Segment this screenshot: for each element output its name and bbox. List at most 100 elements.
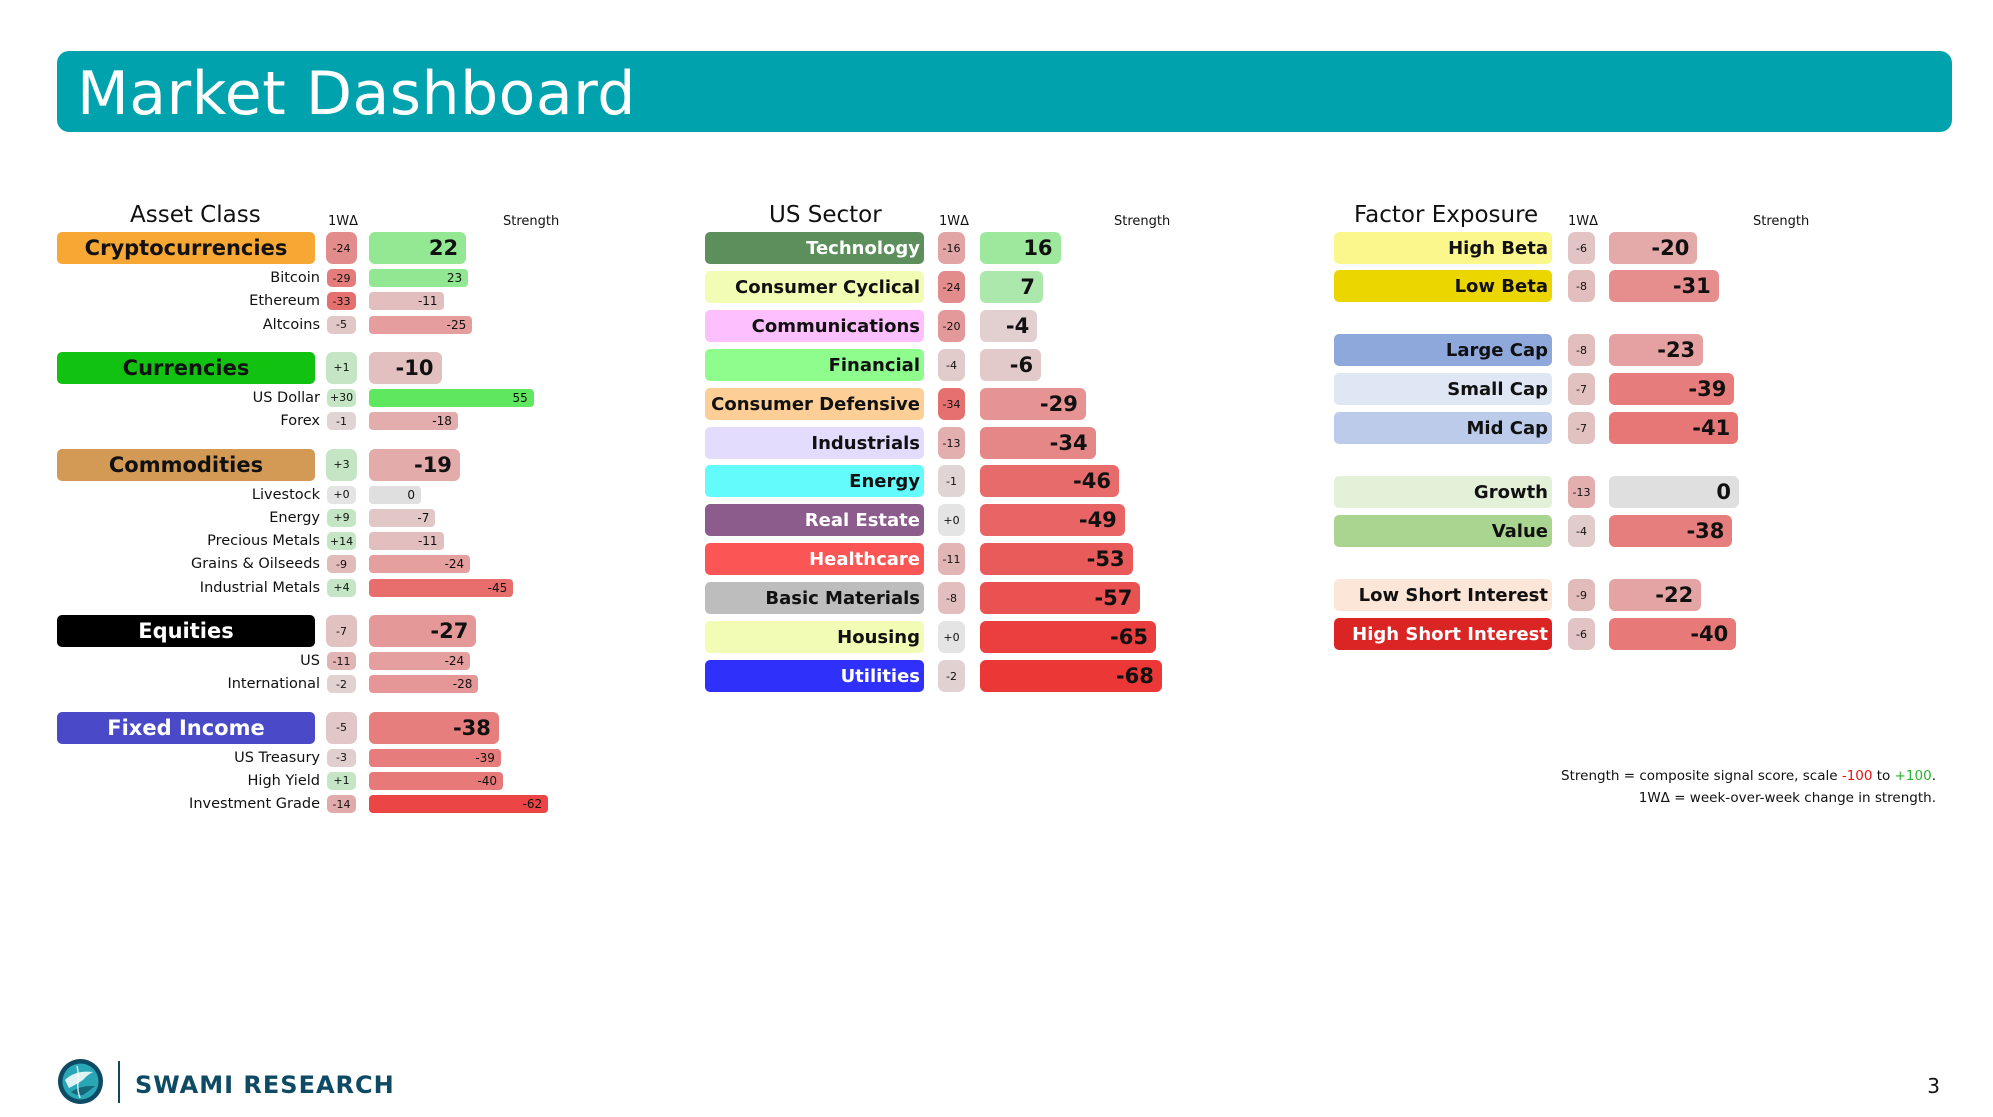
delta-badge: +30 [327, 388, 356, 407]
sector-housing: Housing [705, 621, 924, 653]
strength-bar: 23 [369, 269, 469, 287]
page-number: 3 [1927, 1074, 1940, 1098]
footer-divider [118, 1061, 120, 1103]
subcategory-label: Ethereum [249, 293, 320, 310]
sector-technology: Technology [705, 232, 924, 264]
delta-badge: -8 [938, 582, 965, 614]
sector-healthcare: Healthcare [705, 543, 924, 575]
strength-bar: -6 [980, 349, 1042, 381]
delta-badge: +4 [327, 578, 356, 597]
strength-bar: -53 [980, 543, 1133, 575]
delta-badge: -24 [938, 271, 965, 303]
strength-bar: -39 [1609, 373, 1735, 405]
strength-bar: 22 [369, 232, 467, 264]
delta-badge: -7 [1568, 373, 1595, 405]
factor-small-cap: Small Cap [1334, 373, 1552, 405]
strength-bar: -23 [1609, 334, 1704, 366]
category-commodities: Commodities [57, 448, 315, 481]
subcategory-label: Grains & Oilseeds [190, 556, 320, 573]
category-cryptocurrencies: Cryptocurrencies [57, 232, 315, 264]
strength-bar: -24 [369, 652, 471, 670]
strength-bar: -40 [369, 771, 503, 790]
sector-basic-materials: Basic Materials [705, 582, 924, 614]
factor-large-cap: Large Cap [1334, 334, 1552, 366]
sector-communications: Communications [705, 310, 924, 342]
strength-col-header: Strength [503, 214, 560, 229]
strength-bar: -29 [980, 388, 1086, 420]
subcategory-label: Energy [269, 509, 320, 526]
strength-bar: -41 [1609, 412, 1739, 444]
factor-mid-cap: Mid Cap [1334, 412, 1552, 444]
strength-bar: -27 [369, 615, 477, 647]
strength-bar: -38 [1609, 515, 1733, 547]
subcategory-label: Investment Grade [189, 796, 320, 813]
note-mid: to [1872, 768, 1895, 784]
factor-value: Value [1334, 515, 1552, 547]
strength-bar: 0 [1609, 476, 1739, 508]
strength-col-header: Strength [1753, 214, 1810, 229]
delta-badge: -20 [938, 310, 965, 342]
delta-badge: -7 [1568, 412, 1595, 444]
subcategory-label: Bitcoin [270, 270, 320, 286]
note-neg: -100 [1841, 768, 1873, 784]
delta-badge: -14 [327, 795, 356, 814]
delta-badge: +3 [326, 448, 357, 481]
delta-badge: -8 [1568, 270, 1595, 302]
strength-bar: -10 [369, 351, 442, 384]
subcategory-label: US [300, 653, 320, 669]
delta-badge: -9 [327, 555, 356, 574]
strength-note: Strength = composite signal score, scale… [1561, 768, 1936, 784]
subcategory-label: Forex [280, 413, 320, 430]
delta-badge: -6 [1568, 618, 1595, 650]
delta-badge: -13 [1568, 476, 1595, 508]
delta-badge: +0 [327, 485, 356, 504]
strength-bar: -11 [369, 532, 444, 551]
subcategory-label: US Dollar [252, 389, 320, 406]
note-end: . [1931, 768, 1936, 784]
strength-bar: -19 [369, 448, 460, 481]
sector-real-estate: Real Estate [705, 504, 924, 536]
delta-badge: -11 [938, 543, 965, 575]
delta-badge: -8 [1568, 334, 1595, 366]
delta-badge: +0 [938, 621, 965, 653]
strength-bar: -31 [1609, 270, 1719, 302]
sector-industrials: Industrials [705, 427, 924, 459]
delta-badge: -33 [327, 292, 356, 311]
strength-bar: -18 [369, 412, 458, 431]
delta-badge: -16 [938, 232, 965, 264]
strength-bar: 7 [980, 271, 1044, 303]
subcategory-label: International [227, 676, 320, 693]
delta-badge: +14 [327, 532, 356, 551]
sector-financial: Financial [705, 349, 924, 381]
strength-bar: -46 [980, 465, 1119, 497]
strength-bar: -11 [369, 292, 444, 311]
panel-title-factor: Factor Exposure [1354, 202, 1539, 228]
subcategory-label: Altcoins [262, 316, 320, 333]
sector-consumer-defensive: Consumer Defensive [705, 388, 924, 420]
delta-col-header: 1WΔ [1568, 214, 1599, 229]
delta-badge: +1 [326, 351, 357, 384]
factor-high-short-interest: High Short Interest [1334, 618, 1552, 650]
delta-badge: -3 [327, 748, 356, 767]
delta-badge: -5 [327, 315, 356, 334]
delta-badge: -11 [327, 652, 356, 670]
note-pos: +100 [1894, 768, 1932, 784]
strength-bar: 0 [369, 485, 421, 504]
delta-badge: -2 [938, 660, 965, 692]
strength-col-header: Strength [1114, 214, 1171, 229]
strength-bar: -28 [369, 675, 479, 694]
delta-badge: -2 [327, 675, 356, 694]
strength-bar: -40 [1609, 618, 1737, 650]
sector-energy: Energy [705, 465, 924, 497]
delta-badge: -6 [1568, 232, 1595, 264]
subcategory-label: Industrial Metals [199, 579, 320, 596]
factor-low-beta: Low Beta [1334, 270, 1552, 302]
note-text: Strength = composite signal score, scale [1561, 768, 1842, 784]
subcategory-label: High Yield [247, 772, 320, 789]
strength-bar: -34 [980, 427, 1096, 459]
panel-title-sector: US Sector [769, 202, 882, 228]
factor-low-short-interest: Low Short Interest [1334, 579, 1552, 611]
strength-bar: -20 [1609, 232, 1698, 264]
delta-badge: -4 [938, 349, 965, 381]
subcategory-label: Livestock [251, 486, 320, 503]
